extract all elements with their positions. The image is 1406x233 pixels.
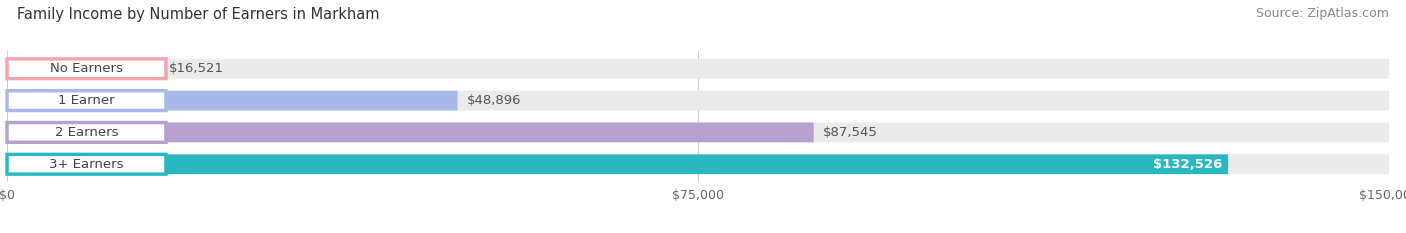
Text: $16,521: $16,521 [169,62,224,75]
FancyBboxPatch shape [7,123,814,142]
Text: Family Income by Number of Earners in Markham: Family Income by Number of Earners in Ma… [17,7,380,22]
FancyBboxPatch shape [7,91,1389,110]
FancyBboxPatch shape [7,59,166,79]
Text: No Earners: No Earners [51,62,122,75]
FancyBboxPatch shape [7,123,1389,142]
Text: 1 Earner: 1 Earner [58,94,115,107]
FancyBboxPatch shape [7,91,166,110]
Text: 2 Earners: 2 Earners [55,126,118,139]
Text: $132,526: $132,526 [1153,158,1223,171]
Text: $87,545: $87,545 [824,126,879,139]
FancyBboxPatch shape [7,154,1227,174]
FancyBboxPatch shape [7,59,159,79]
FancyBboxPatch shape [7,154,166,174]
Text: 3+ Earners: 3+ Earners [49,158,124,171]
FancyBboxPatch shape [7,123,166,142]
Text: Source: ZipAtlas.com: Source: ZipAtlas.com [1256,7,1389,20]
FancyBboxPatch shape [7,91,457,110]
FancyBboxPatch shape [7,59,1389,79]
Text: $48,896: $48,896 [467,94,522,107]
FancyBboxPatch shape [7,154,1389,174]
